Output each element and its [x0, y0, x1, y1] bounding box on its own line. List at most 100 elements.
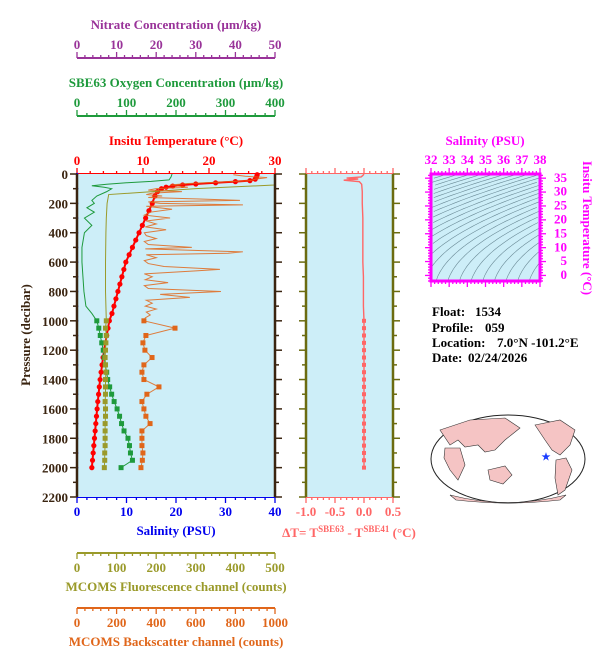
- land-eurasia-africa: [439, 417, 521, 481]
- oxygen-point: [99, 340, 105, 346]
- fluorescence-point: [103, 406, 109, 412]
- ts-ytick-label: 10: [554, 239, 567, 254]
- ts-xtick-label: 36: [497, 152, 511, 167]
- delta-point: [362, 399, 366, 404]
- backscatter-tick-label: 200: [107, 615, 127, 630]
- density-contour: [435, 173, 472, 186]
- ts-ytick-label: 25: [554, 198, 568, 213]
- density-contour: [505, 241, 540, 282]
- delta-point: [362, 333, 366, 338]
- ts-xtick-label: 33: [443, 152, 457, 167]
- backscatter-point: [147, 421, 153, 427]
- backscatter-tick-label: 1000: [262, 615, 288, 630]
- pressure-tick-label: 1600: [42, 402, 68, 417]
- main-plot-area: [77, 174, 275, 497]
- ts-ytick-label: 30: [554, 184, 567, 199]
- oxygen-point: [119, 421, 125, 427]
- density-contour: [494, 234, 539, 282]
- pressure-tick-label: 200: [49, 196, 69, 211]
- delta-point: [362, 428, 366, 433]
- fluorescence-point: [102, 355, 108, 361]
- info-label: Profile:: [432, 320, 474, 335]
- info-label: Float:: [432, 304, 465, 319]
- density-contour: [434, 173, 483, 190]
- oxygen-point: [125, 435, 131, 441]
- ts-ylabel: Insitu Temperature (°C): [580, 161, 595, 295]
- temperature-point: [139, 222, 145, 228]
- delta-plot-area: [306, 174, 393, 497]
- oxygen-point: [97, 333, 103, 338]
- temperature-point: [97, 376, 103, 383]
- ts-xtick-label: 38: [534, 152, 548, 167]
- delta-label-mid: - T: [344, 525, 364, 540]
- temperature-point: [121, 266, 127, 273]
- salinity-tick-label: 30: [219, 504, 232, 519]
- star-icon: ★: [542, 452, 551, 463]
- temperature-point: [136, 230, 142, 236]
- delta-point: [362, 406, 366, 411]
- fluorescence-point: [103, 369, 109, 375]
- oxygen-point: [129, 457, 135, 463]
- nitrate-tick-label: 20: [150, 37, 163, 52]
- delta-point: [362, 318, 366, 323]
- oxygen-point: [127, 450, 133, 456]
- backscatter-point: [141, 406, 147, 412]
- temperature-point: [94, 406, 100, 412]
- fluorescence-point: [103, 347, 109, 353]
- salinity-axis-label: Salinity (PSU): [136, 523, 215, 538]
- temperature-tick-label: 0: [74, 153, 81, 168]
- pressure-axis-label: Pressure (decibar): [18, 284, 33, 386]
- fluorescence-point: [102, 428, 108, 434]
- delta-point: [362, 421, 366, 426]
- delta-point: [362, 377, 366, 382]
- info-date: Date: 02/24/2026: [432, 350, 528, 365]
- fluorescence-point: [102, 443, 108, 449]
- density-contour: [447, 211, 539, 282]
- temperature-point: [93, 413, 100, 419]
- density-contour: [433, 182, 537, 223]
- density-contour: [433, 173, 507, 198]
- pressure-tick-label: 1000: [42, 314, 68, 329]
- pressure-tick-label: 1800: [42, 431, 68, 446]
- oxygen-tick-label: 0: [74, 95, 81, 110]
- salinity-tick-label: 20: [170, 504, 183, 519]
- backscatter-axis-label: MCOMS Backscatter channel (counts): [69, 634, 284, 649]
- delta-point: [362, 414, 366, 419]
- oxygen-point: [114, 406, 120, 412]
- oxygen-point: [111, 399, 117, 405]
- nitrate-tick-label: 50: [269, 37, 282, 52]
- delta-point: [362, 348, 366, 353]
- delta-tick-label: 0.5: [385, 504, 402, 519]
- temperature-axis-label: Insitu Temperature (°C): [109, 133, 243, 148]
- temperature-point: [111, 303, 117, 309]
- density-contour: [434, 173, 518, 203]
- info-label: Date:: [432, 350, 462, 365]
- ts-ytick-label: 20: [554, 211, 567, 226]
- info-profile: Profile: 059: [432, 320, 505, 335]
- land-americas: [534, 419, 576, 496]
- delta-tick-label: -1.0: [296, 504, 317, 519]
- oxygen-axis-label: SBE63 Oxygen Concentration (µm/kg): [69, 75, 283, 90]
- oxygen-tick-label: 300: [216, 95, 236, 110]
- delta-point: [362, 458, 366, 463]
- ts-ytick-label: 35: [554, 170, 568, 185]
- temperature-point: [163, 184, 169, 190]
- delta-point: [362, 326, 366, 331]
- temperature-point: [117, 281, 123, 287]
- info-value: 1534: [475, 304, 502, 319]
- pressure-tick-label: 2000: [42, 461, 68, 476]
- backscatter-point: [139, 399, 145, 405]
- delta-point: [362, 355, 366, 360]
- backscatter-tick-label: 600: [186, 615, 206, 630]
- nitrate-tick-label: 40: [229, 37, 242, 52]
- fluorescence-point: [103, 325, 109, 331]
- nitrate-tick-label: 10: [110, 37, 123, 52]
- fluorescence-point: [102, 457, 108, 463]
- density-contour: [435, 207, 538, 282]
- fluorescence-tick-label: 400: [226, 560, 246, 575]
- ts-xtick-label: 34: [461, 152, 475, 167]
- temperature-point: [95, 391, 102, 397]
- delta-point: [362, 465, 366, 470]
- fluorescence-point: [103, 413, 109, 419]
- density-contour: [529, 262, 540, 282]
